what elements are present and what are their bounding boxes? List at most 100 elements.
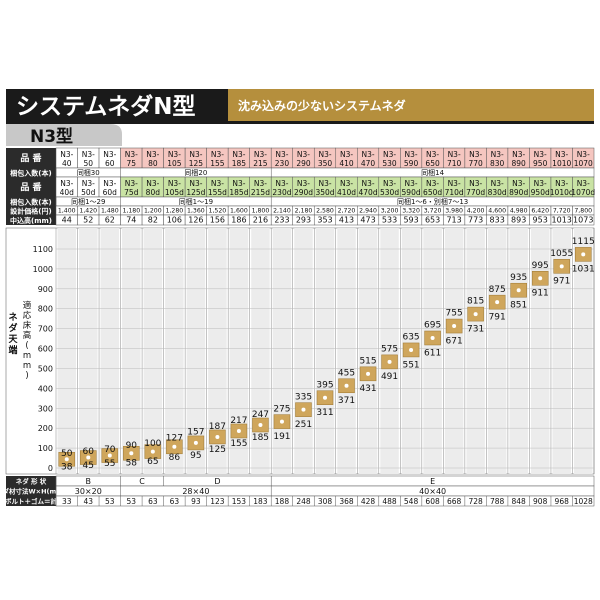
product-code: 125 bbox=[189, 159, 204, 168]
row-label-hinban: 品 番 bbox=[20, 152, 42, 164]
row-label-hinban-d: 品 番 bbox=[20, 181, 42, 193]
product-code-d: 185d bbox=[229, 188, 248, 197]
product-code: 710 bbox=[447, 159, 462, 168]
price-value: 7,720 bbox=[553, 208, 571, 215]
y-tick-label: 600 bbox=[38, 345, 53, 354]
price-value: 2,140 bbox=[273, 208, 291, 215]
nakamaku-value: 953 bbox=[533, 216, 548, 225]
subtitle-band bbox=[228, 89, 594, 121]
product-code: N3- bbox=[232, 150, 245, 159]
range-max-label: 1055 bbox=[550, 249, 573, 259]
bolt-total: 1028 bbox=[574, 497, 593, 506]
bolt-total: 93 bbox=[191, 497, 201, 506]
price-value: 2,180 bbox=[295, 208, 313, 215]
bolt-total: 308 bbox=[318, 497, 333, 506]
product-code: 650 bbox=[425, 159, 440, 168]
nakamaku-value: 233 bbox=[274, 216, 289, 225]
product-code-d: N3- bbox=[275, 179, 288, 188]
nakamaku-value: 353 bbox=[317, 216, 332, 225]
range-min-label: 55 bbox=[104, 459, 115, 469]
range-max-label: 70 bbox=[104, 445, 116, 455]
range-max-label: 247 bbox=[252, 410, 269, 420]
product-code: N3- bbox=[448, 150, 461, 159]
product-code-d: N3- bbox=[318, 179, 331, 188]
product-code-d: 650d bbox=[423, 188, 442, 197]
konpo-d-group: 同梱1〜6・別梱7〜13 bbox=[397, 197, 468, 206]
product-code: 1070 bbox=[574, 159, 593, 168]
column-band bbox=[380, 228, 399, 474]
bolt-total: 968 bbox=[555, 497, 570, 506]
product-code: N3- bbox=[512, 150, 525, 159]
neda-size: 40×40 bbox=[419, 487, 446, 496]
product-code-d: 230d bbox=[272, 188, 291, 197]
price-value: 2,580 bbox=[316, 208, 334, 215]
product-code-d: 80d bbox=[146, 188, 161, 197]
column-band bbox=[444, 228, 464, 474]
side-label-floor: m bbox=[23, 351, 31, 361]
range-min-label: 185 bbox=[252, 433, 269, 443]
product-code-d: 410d bbox=[337, 188, 356, 197]
y-tick-label: 800 bbox=[38, 305, 53, 314]
nakamaku-value: 126 bbox=[188, 216, 203, 225]
bolt-total: 63 bbox=[148, 497, 158, 506]
product-code-d: N3- bbox=[103, 179, 116, 188]
price-value: 7,800 bbox=[574, 208, 592, 215]
product-code: N3- bbox=[491, 150, 504, 159]
range-min-label: 911 bbox=[532, 289, 549, 299]
column-band bbox=[251, 228, 270, 474]
product-code-d: 830d bbox=[488, 188, 507, 197]
bolt-total: 63 bbox=[170, 497, 180, 506]
bolt-total: 153 bbox=[232, 497, 247, 506]
product-code-d: 950d bbox=[531, 188, 550, 197]
range-min-label: 65 bbox=[147, 457, 158, 467]
product-code-d: N3- bbox=[577, 179, 590, 188]
product-code: 530 bbox=[382, 159, 397, 168]
side-label-neda: 端 bbox=[8, 344, 17, 356]
range-max-label: 695 bbox=[424, 321, 441, 331]
range-min-label: 611 bbox=[424, 348, 441, 358]
product-code: 215 bbox=[253, 159, 268, 168]
bolt-total: 668 bbox=[447, 497, 462, 506]
price-value: 3,320 bbox=[402, 208, 420, 215]
konpo-d-group: 同梱1〜29 bbox=[71, 197, 105, 206]
range-min-label: 1031 bbox=[572, 265, 595, 275]
column-band bbox=[186, 228, 206, 474]
page-subtitle: 沈み込みの少ないシステムネダ bbox=[238, 98, 406, 113]
column-band bbox=[509, 228, 528, 474]
range-max-label: 157 bbox=[187, 428, 204, 438]
product-code: N3- bbox=[318, 150, 331, 159]
product-code: 470 bbox=[361, 159, 376, 168]
range-min-label: 491 bbox=[381, 372, 398, 382]
product-code: N3- bbox=[361, 150, 374, 159]
product-code: 75 bbox=[127, 159, 137, 168]
bolt-total: 368 bbox=[339, 497, 354, 506]
bolt-total: 188 bbox=[275, 497, 290, 506]
column-band bbox=[358, 228, 378, 474]
product-code: N3- bbox=[168, 150, 181, 159]
range-max-label: 875 bbox=[489, 285, 506, 295]
y-tick-label: 1100 bbox=[33, 245, 53, 254]
nakamaku-value: 293 bbox=[296, 216, 311, 225]
model-tab bbox=[6, 124, 122, 146]
neda-size: 28×40 bbox=[182, 487, 209, 496]
product-code: 1010 bbox=[552, 159, 571, 168]
product-code-d: N3- bbox=[491, 179, 504, 188]
column-band bbox=[165, 228, 184, 474]
column-band bbox=[552, 228, 571, 474]
range-min-label: 58 bbox=[126, 458, 138, 468]
range-min-label: 851 bbox=[510, 301, 527, 311]
neda-shape: C bbox=[139, 477, 145, 486]
price-value: 1,800 bbox=[252, 208, 270, 215]
price-value: 1,600 bbox=[230, 208, 248, 215]
range-max-label: 217 bbox=[230, 416, 247, 426]
product-code-d: 60d bbox=[103, 188, 118, 197]
y-tick-label: 500 bbox=[38, 364, 53, 373]
nakamaku-value: 833 bbox=[490, 216, 505, 225]
product-code-d: N3- bbox=[555, 179, 568, 188]
price-value: 4,600 bbox=[488, 208, 506, 215]
product-code-d: 105d bbox=[165, 188, 184, 197]
range-max-label: 755 bbox=[446, 309, 463, 319]
product-code: 830 bbox=[490, 159, 505, 168]
product-code-d: N3- bbox=[340, 179, 353, 188]
product-code-d: 470d bbox=[359, 188, 378, 197]
